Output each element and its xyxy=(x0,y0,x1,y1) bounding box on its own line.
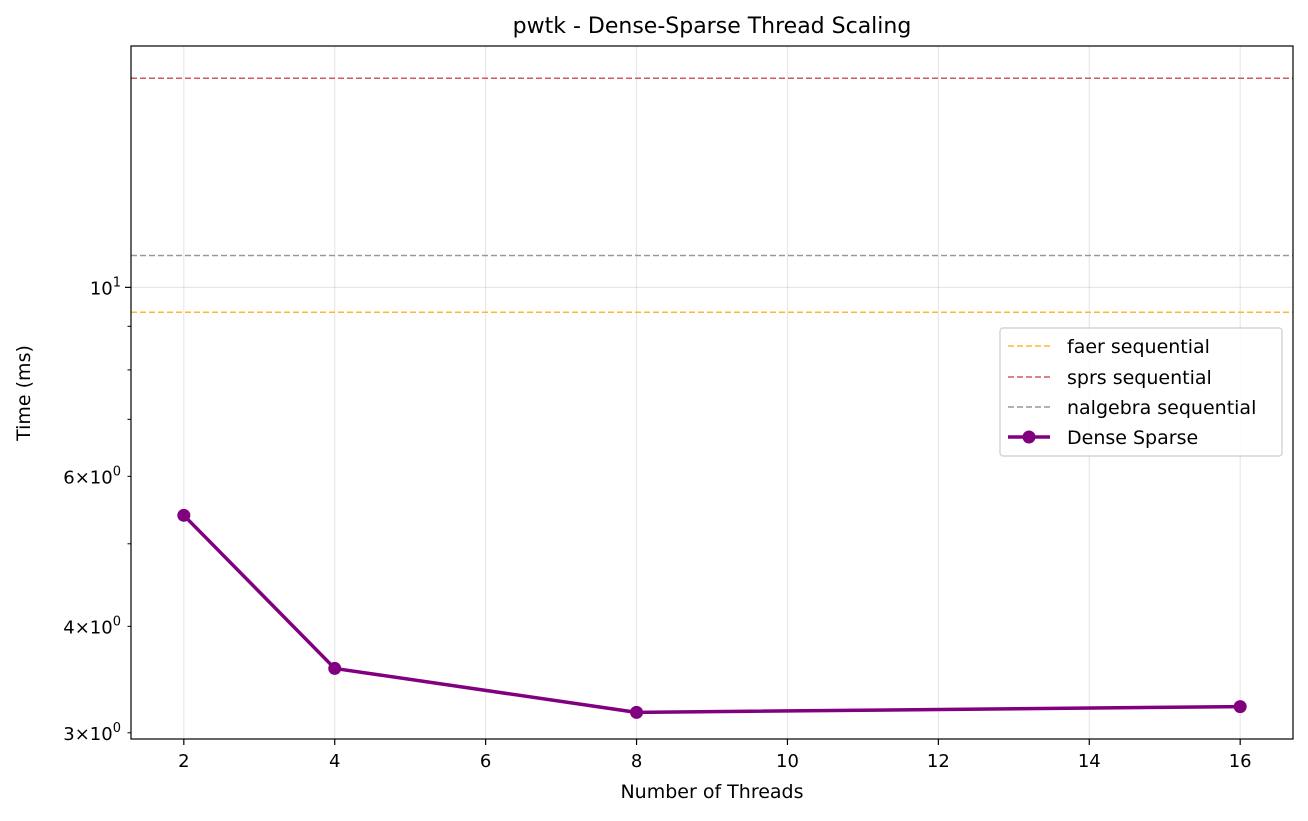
x-tick-label: 12 xyxy=(927,751,950,772)
x-tick-label: 10 xyxy=(776,751,799,772)
y-tick-label: 4×100 xyxy=(63,614,121,638)
data-point xyxy=(328,661,342,675)
x-tick-label: 2 xyxy=(178,751,189,772)
y-axis-label: Time (ms) xyxy=(13,345,35,442)
legend-label-nalgebra: nalgebra sequential xyxy=(1067,397,1256,419)
x-tick-label: 16 xyxy=(1229,751,1252,772)
legend-label-dense-sparse: Dense Sparse xyxy=(1067,427,1198,449)
legend-label-sprs: sprs sequential xyxy=(1067,367,1212,389)
x-tick-label: 4 xyxy=(329,751,340,772)
y-tick-label: 6×100 xyxy=(63,464,121,488)
legend-box xyxy=(999,327,1283,457)
x-axis-ticks: 2 4 6 8 10 12 14 16 xyxy=(178,739,1252,772)
y-axis-ticks: 3×100 4×100 6×100 101 xyxy=(63,275,131,745)
x-axis-label: Number of Threads xyxy=(620,781,803,803)
y-tick-label: 101 xyxy=(90,275,121,299)
legend: faer sequential sprs sequential nalgebra… xyxy=(999,327,1283,457)
data-point xyxy=(630,705,644,719)
legend-label-faer: faer sequential xyxy=(1067,336,1210,358)
data-series xyxy=(177,508,1247,719)
series-line-dense-sparse xyxy=(182,513,1242,715)
x-tick-label: 8 xyxy=(631,751,642,772)
plot-frame xyxy=(130,45,1294,740)
chart-title: pwtk - Dense-Sparse Thread Scaling xyxy=(513,14,912,39)
data-point xyxy=(1233,700,1247,714)
y-tick-label: 3×100 xyxy=(63,721,121,745)
grid-lines xyxy=(131,46,1293,739)
data-point xyxy=(177,508,191,522)
reference-lines xyxy=(131,77,1293,313)
x-tick-label: 6 xyxy=(480,751,491,772)
legend-marker-dense-sparse xyxy=(1022,430,1036,444)
x-tick-label: 14 xyxy=(1078,751,1101,772)
